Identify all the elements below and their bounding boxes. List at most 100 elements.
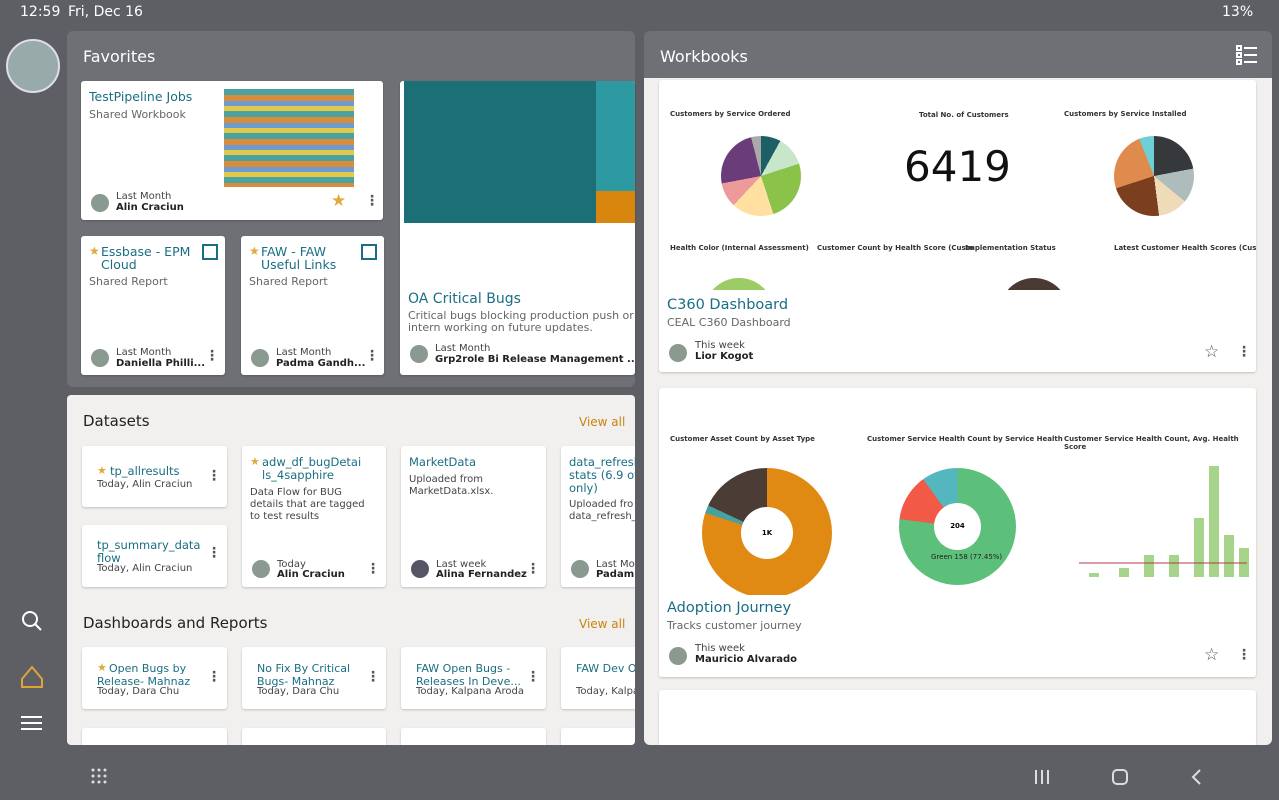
more[interactable]: ⋮	[366, 669, 380, 685]
more[interactable]: ⋮	[207, 468, 221, 484]
home-panel: Datasets View all ★ tp_allresults Today,…	[67, 395, 635, 745]
chart-label: Green 158 (77.45%)	[931, 553, 1003, 561]
thumbnail	[596, 81, 635, 191]
star: ★	[97, 464, 107, 477]
chart-title: Customer Service Health Count by Service…	[867, 435, 1063, 443]
bar-thumbnail	[1079, 466, 1249, 577]
chart-title: Customer Service Health Count, Avg. Heal…	[1064, 435, 1239, 451]
owner-avatar	[251, 349, 269, 367]
report-card[interactable]	[561, 728, 635, 745]
more[interactable]: ⋮	[365, 348, 379, 364]
report-card[interactable]	[242, 728, 386, 745]
owner-avatar	[91, 349, 109, 367]
workbook-card[interactable]: Customers by Service Ordered Total No. o…	[659, 80, 1256, 372]
report-icon	[202, 244, 218, 260]
workbook-card[interactable]	[659, 690, 1256, 745]
donut-center: 204	[934, 503, 981, 550]
card-description: Data Flow for BUG details that are tagge…	[250, 487, 365, 522]
report-card[interactable]	[82, 728, 227, 745]
home[interactable]	[21, 665, 43, 688]
favorite-card[interactable]: OA Critical Bugs Critical bugs blocking …	[400, 81, 635, 375]
card-title: Adoption Journey	[667, 600, 792, 616]
rail-icons	[21, 611, 43, 730]
card-description: Uploaded fro data_refresh_	[569, 499, 635, 522]
chart-title: Customer Asset Count by Asset Type	[670, 435, 815, 443]
report-card[interactable]: FAW Dev Op - Releases In Today, Kalpan	[561, 647, 635, 709]
star: ★	[250, 455, 260, 468]
report-card[interactable]: No Fix By Critical Bugs- Mahnaz Today, D…	[242, 647, 386, 709]
dataset-card[interactable]: ★ tp_allresults Today, Alin Craciun ⋮	[82, 446, 227, 507]
card-title: OA Critical Bugs	[408, 291, 521, 307]
avatar[interactable]	[6, 39, 60, 93]
list-view[interactable]	[1236, 45, 1258, 65]
card-owner: Lior Kogot	[695, 351, 754, 362]
chart-title: Total No. of Customers	[919, 111, 1009, 119]
favorite-star[interactable]: ★	[331, 191, 347, 211]
more[interactable]: ⋮	[526, 561, 540, 577]
card-when: Last Mon	[596, 559, 635, 570]
chart-title: Customers by Service Installed	[1064, 110, 1187, 118]
favorite-card[interactable]: ★ Essbase - EPM Cloud Shared Report Last…	[81, 236, 225, 375]
report-card[interactable]: FAW Open Bugs - Releases In Deve... Toda…	[401, 647, 546, 709]
card-meta: Today, Alin Craciun	[97, 563, 193, 574]
thumbnail	[596, 191, 635, 223]
card-when: Today	[277, 559, 306, 570]
card-owner: Daniella Philli...	[116, 358, 206, 369]
card-title: Open Bugs by Release- Mahnaz	[97, 662, 191, 688]
card-subtitle: CEAL C360 Dashboard	[667, 316, 791, 329]
favorite-star[interactable]: ☆	[1204, 342, 1220, 362]
more[interactable]: ⋮	[207, 669, 221, 685]
thumbnail	[404, 81, 596, 223]
chart-title: Health Color (Internal Assessment)	[670, 244, 809, 252]
star: ★	[89, 244, 100, 258]
owner-avatar	[411, 560, 429, 578]
more[interactable]: ⋮	[526, 669, 540, 685]
date: Fri, Dec 16	[68, 4, 143, 20]
dataset-card[interactable]: data_refresh stats (6.9 ow only) Uploade…	[561, 446, 635, 587]
card-owner: Padma Gandh...	[276, 358, 366, 369]
favorite-card[interactable]: TestPipeline Jobs Shared Workbook Last M…	[81, 81, 383, 220]
card-title: tp_allresults	[110, 464, 180, 478]
card-meta: Today, Kalpan	[576, 686, 635, 697]
card-when: Last week	[436, 559, 487, 570]
search[interactable]	[22, 611, 42, 631]
view-all[interactable]: View all	[579, 617, 626, 631]
section-title: Dashboards and Reports	[83, 614, 268, 632]
card-when: Last Month	[116, 347, 172, 358]
card-title: FAW Dev Op - Releases In	[576, 662, 635, 675]
view-all[interactable]: View all	[579, 415, 626, 429]
dataset-card[interactable]: tp_summary_dataflow Today, Alin Craciun …	[82, 525, 227, 587]
report-card[interactable]: ★ Open Bugs by Release- Mahnaz Today, Da…	[82, 647, 227, 709]
card-meta: Today, Alin Craciun	[97, 479, 193, 490]
favorite-card[interactable]: ★ FAW - FAW Useful Links Shared Report L…	[241, 236, 384, 375]
chart-title: Implementation Status	[965, 244, 1056, 252]
report-card[interactable]	[401, 728, 546, 745]
card-title: Essbase - EPM Cloud	[101, 244, 191, 272]
card-footer	[659, 291, 1256, 372]
more[interactable]: ⋮	[366, 561, 380, 577]
more[interactable]: ⋮	[1237, 647, 1251, 663]
owner-avatar	[410, 345, 428, 363]
more[interactable]: ⋮	[205, 348, 219, 364]
more[interactable]: ⋮	[365, 193, 379, 209]
card-subtitle: Tracks customer journey	[667, 619, 802, 632]
dataset-card[interactable]: ★ adw_df_bugDetails_4sapphire Data Flow …	[242, 446, 386, 587]
dataset-card[interactable]: MarketData Uploaded from MarketData.xlsx…	[401, 446, 546, 587]
owner-avatar	[669, 344, 687, 362]
card-meta: Today, Dara Chu	[257, 686, 340, 697]
menu[interactable]	[21, 716, 42, 730]
card-meta: Today, Dara Chu	[97, 686, 180, 697]
thumbnail	[224, 89, 354, 187]
card-when: This week	[695, 340, 745, 351]
nav-bar	[91, 768, 1201, 785]
workbook-card[interactable]: Customer Asset Count by Asset Type Custo…	[659, 388, 1256, 677]
card-title: C360 Dashboard	[667, 297, 789, 313]
more[interactable]: ⋮	[207, 545, 221, 561]
chart-title: Latest Customer Health Scores (Custon	[1114, 244, 1256, 252]
more[interactable]: ⋮	[1237, 344, 1251, 360]
card-owner: Alin Craciun	[116, 202, 184, 213]
favorite-star[interactable]: ☆	[1204, 645, 1220, 665]
kpi: 6419	[904, 142, 1011, 191]
pie-thumbnail	[1114, 136, 1194, 216]
